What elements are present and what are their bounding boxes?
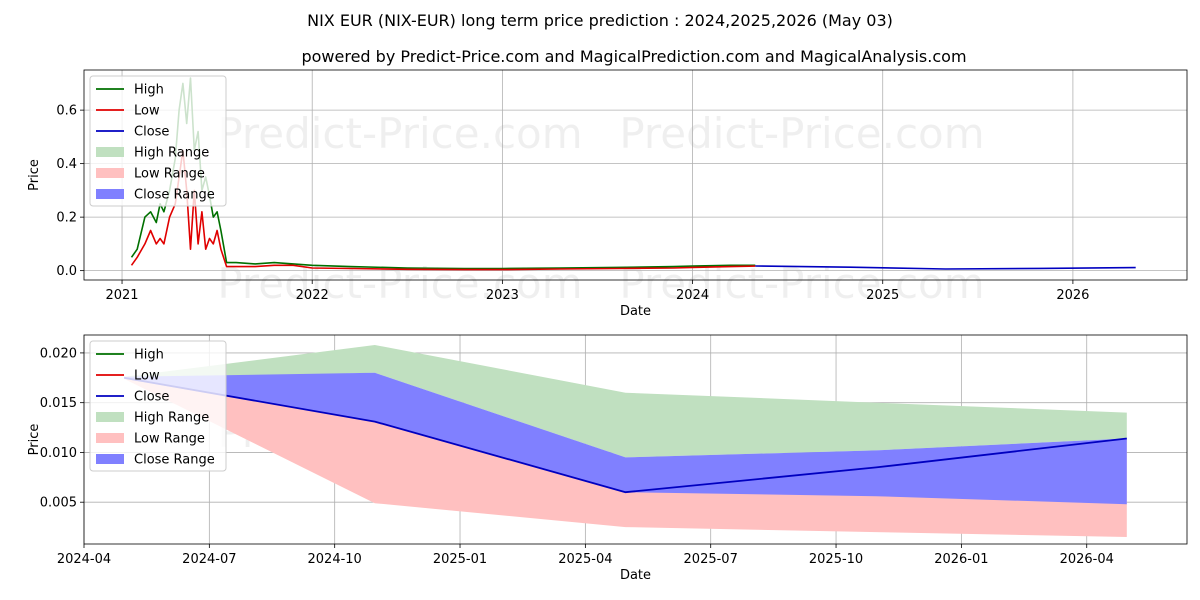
legend-label-close: Close — [134, 390, 169, 405]
x-tick-label: 2024 — [676, 288, 709, 303]
legend-label-close-range: Close Range — [134, 188, 215, 203]
y-axis-label: Price — [27, 424, 42, 456]
x-tick-label: 2025 — [866, 288, 899, 303]
legend-swatch-high-range — [96, 412, 124, 422]
legend-label-high-range: High Range — [134, 411, 209, 426]
legend-label-low-range: Low Range — [134, 167, 205, 182]
series-line-low — [130, 149, 756, 271]
x-tick-label: 2021 — [105, 288, 138, 303]
x-axis-label: Date — [620, 304, 651, 319]
x-tick-label: 2026-01 — [934, 552, 988, 567]
x-tick-label: 2024-07 — [182, 552, 236, 567]
legend-label-high-range: High Range — [134, 146, 209, 161]
y-tick-label: 0.005 — [40, 496, 77, 511]
y-tick-label: 0.015 — [40, 396, 77, 411]
plot-frame — [83, 69, 1188, 281]
watermark-text: Predict-Price.com — [217, 259, 582, 308]
x-tick-label: 2024-04 — [57, 552, 111, 567]
range-area-low-range — [124, 376, 1127, 537]
chart-title: NIX EUR (NIX-EUR) long term price predic… — [307, 11, 893, 30]
y-tick-label: 0.6 — [56, 104, 77, 119]
legend-swatch-close-range — [96, 189, 124, 199]
watermark-text: Predict-Price.com — [217, 109, 582, 158]
x-tick-label: 2025-04 — [558, 552, 612, 567]
legend-swatch-high-range — [96, 147, 124, 157]
y-axis-label: Price — [27, 159, 42, 191]
legend-label-close-range: Close Range — [134, 453, 215, 468]
legend-label-low-range: Low Range — [134, 432, 205, 447]
x-tick-label: 2023 — [486, 288, 519, 303]
y-tick-label: 0.2 — [56, 211, 77, 226]
legend-label-low: Low — [134, 104, 160, 119]
series-line-close — [755, 265, 1136, 270]
series-line-high — [130, 77, 756, 270]
chart-subtitle: powered by Predict-Price.com and Magical… — [301, 47, 966, 66]
x-tick-label: 2026 — [1056, 288, 1089, 303]
legend-swatch-low-range — [96, 433, 124, 443]
top-plot: Predict-Price.com Predict-Price.com Predic… — [27, 69, 1188, 319]
x-tick-label: 2025-10 — [809, 552, 863, 567]
x-tick-label: 2024-10 — [308, 552, 362, 567]
x-tick-label: 2025-01 — [433, 552, 487, 567]
x-tick-label: 2026-04 — [1060, 552, 1114, 567]
y-tick-label: 0.0 — [56, 264, 77, 279]
x-tick-label: 2025-07 — [684, 552, 738, 567]
legend-label-low: Low — [134, 369, 160, 384]
y-tick-label: 0.4 — [56, 157, 77, 172]
y-tick-label: 0.020 — [40, 346, 77, 361]
legend-label-close: Close — [134, 125, 169, 140]
plot-frame — [83, 334, 1188, 545]
legend-label-high: High — [134, 83, 164, 98]
x-tick-label: 2022 — [296, 288, 329, 303]
range-area-close-range — [124, 372, 1127, 505]
series-line-close — [123, 376, 1127, 494]
x-axis-label: Date — [620, 568, 651, 583]
y-tick-label: 0.010 — [40, 446, 77, 461]
legend-swatch-low-range — [96, 168, 124, 178]
watermark-text: Predict-Price.com — [619, 109, 984, 158]
range-area-high-range — [124, 345, 1127, 458]
legend-label-high: High — [134, 348, 164, 363]
legend-swatch-close-range — [96, 454, 124, 464]
bottom-plot: Predict-Price.comPredict-Price.com2024-0… — [27, 334, 1188, 583]
